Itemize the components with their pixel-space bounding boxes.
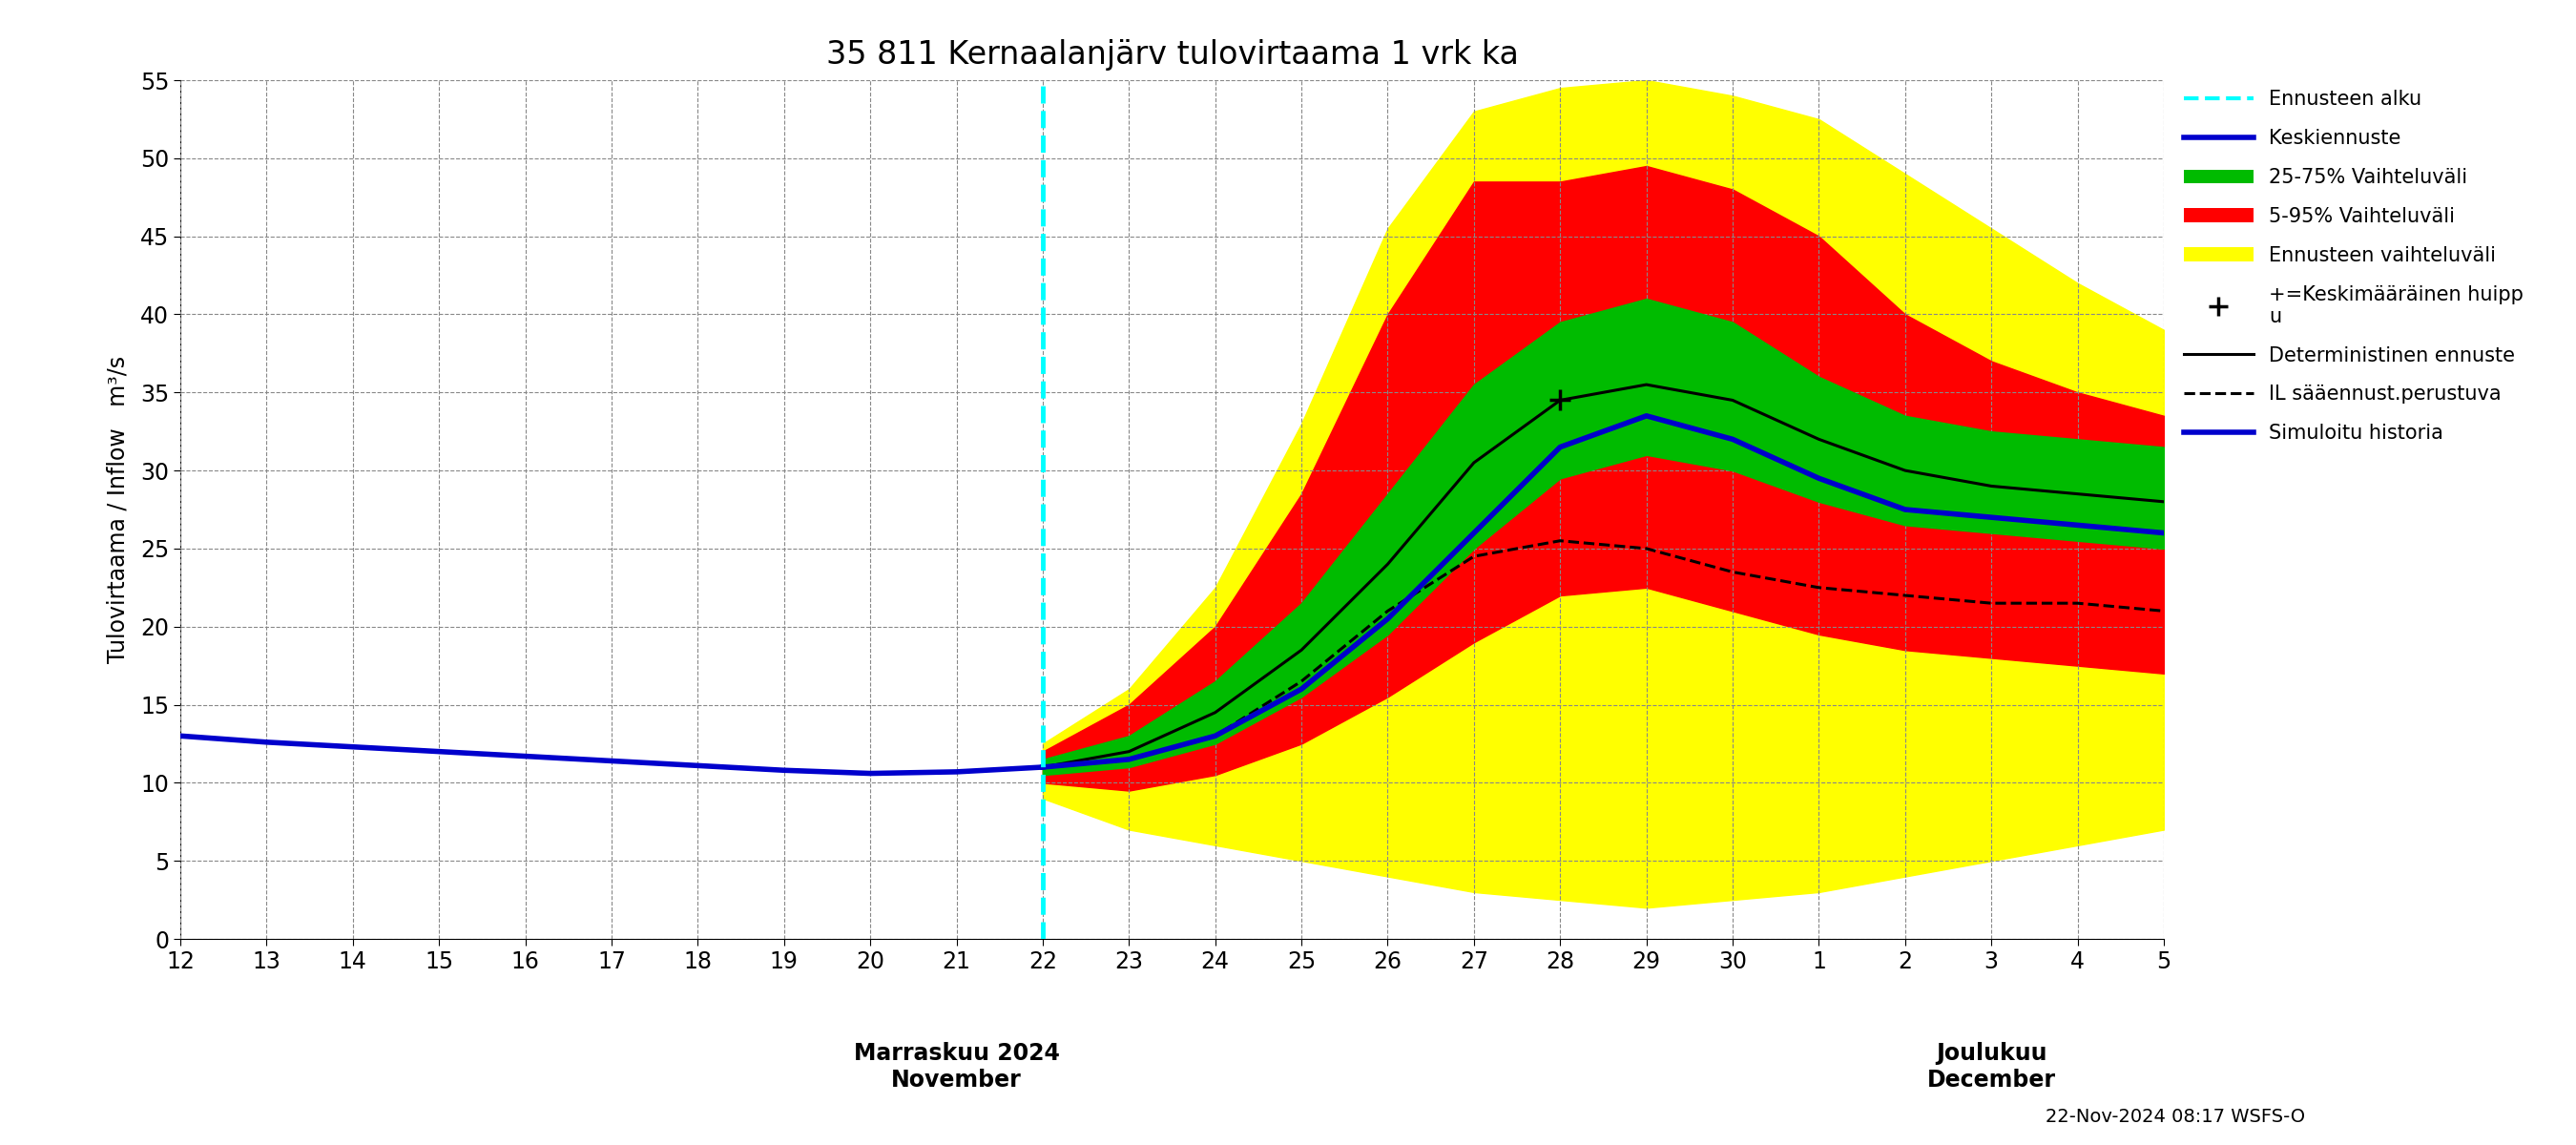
Text: Marraskuu 2024
November: Marraskuu 2024 November <box>853 1042 1059 1091</box>
Y-axis label: Tulovirtaama / Inflow   m³/s: Tulovirtaama / Inflow m³/s <box>106 356 129 663</box>
Text: Joulukuu
December: Joulukuu December <box>1927 1042 2056 1091</box>
Title: 35 811 Kernaalanjärv tulovirtaama 1 vrk ka: 35 811 Kernaalanjärv tulovirtaama 1 vrk … <box>827 39 1517 71</box>
Legend: Ennusteen alku, Keskiennuste, 25-75% Vaihteluväli, 5-95% Vaihteluväli, Ennusteen: Ennusteen alku, Keskiennuste, 25-75% Vai… <box>2184 90 2524 443</box>
Text: 22-Nov-2024 08:17 WSFS-O: 22-Nov-2024 08:17 WSFS-O <box>2045 1108 2306 1126</box>
